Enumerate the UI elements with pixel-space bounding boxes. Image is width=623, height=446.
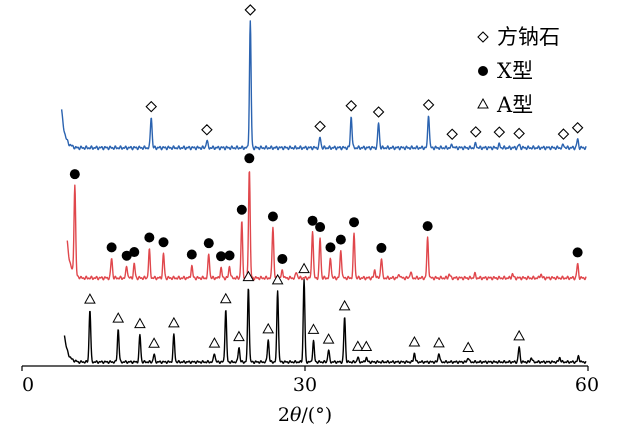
triangle-marker-17 — [408, 336, 421, 347]
diamond-marker-9 — [493, 126, 506, 138]
markers-layer — [69, 4, 584, 353]
dot-marker-9 — [224, 250, 235, 261]
dot-marker-18 — [349, 217, 360, 228]
x-axis-label: 2θ/(°) — [278, 404, 332, 426]
dot-marker-8 — [216, 251, 227, 262]
diamond-marker-2 — [244, 4, 257, 16]
legend-entry-a-type: A型 — [477, 93, 533, 117]
legend-triangle-icon — [477, 97, 489, 109]
diamond-marker-8 — [469, 126, 482, 138]
x-tick-label-0: 0 — [22, 374, 34, 396]
traces-layer — [60, 20, 587, 365]
diamond-marker-1 — [201, 124, 213, 136]
triangle-marker-12 — [307, 323, 320, 334]
dot-marker-0 — [69, 169, 80, 180]
triangle-marker-1 — [112, 312, 125, 323]
triangle-marker-20 — [513, 329, 525, 341]
triangle-marker-0 — [84, 293, 96, 304]
dot-marker-17 — [335, 234, 346, 245]
triangle-marker-11 — [298, 262, 310, 274]
x-axis: 0 30 60 2θ/(°) — [21, 365, 599, 426]
legend-label-x-type: X型 — [497, 59, 533, 83]
diamond-marker-10 — [513, 127, 525, 140]
series-line-diamond — [60, 20, 587, 151]
triangle-marker-15 — [351, 340, 364, 351]
triangle-marker-14 — [338, 299, 351, 311]
triangle-marker-16 — [360, 340, 373, 352]
diamond-marker-12 — [571, 122, 584, 134]
triangle-marker-19 — [462, 341, 475, 353]
triangle-marker-6 — [219, 292, 232, 304]
diamond-marker-5 — [372, 106, 385, 118]
triangle-marker-3 — [148, 337, 160, 348]
dot-marker-16 — [325, 242, 336, 253]
legend-label-sodalite: 方钠石 — [497, 25, 560, 49]
triangle-marker-18 — [433, 336, 445, 348]
series-line-dot — [66, 171, 587, 281]
diamond-marker-7 — [446, 128, 458, 141]
dot-marker-10 — [236, 204, 247, 215]
diamond-marker-11 — [557, 128, 570, 140]
dot-marker-19 — [376, 242, 387, 253]
legend-entry-x-type: X型 — [478, 59, 533, 83]
triangle-marker-9 — [262, 322, 275, 334]
dot-marker-14 — [307, 215, 318, 226]
dot-marker-2 — [121, 250, 132, 261]
triangle-marker-2 — [134, 317, 146, 329]
x-tick-label-60: 60 — [575, 374, 599, 396]
dot-marker-15 — [315, 222, 326, 233]
triangle-marker-10 — [271, 273, 284, 285]
diamond-marker-4 — [345, 100, 358, 112]
triangle-marker-7 — [233, 330, 245, 342]
legend-entry-sodalite: 方钠石 — [477, 25, 560, 49]
dot-marker-11 — [244, 153, 255, 164]
series-line-triangle — [63, 278, 587, 365]
triangle-marker-5 — [208, 337, 221, 348]
triangle-marker-8 — [242, 270, 255, 282]
legend-dot-icon — [478, 66, 488, 76]
dot-marker-21 — [572, 247, 583, 258]
x-tick-label-30: 30 — [293, 374, 317, 396]
dot-marker-4 — [144, 232, 155, 243]
dot-marker-20 — [422, 221, 433, 232]
diamond-marker-6 — [422, 99, 435, 111]
dot-marker-13 — [277, 253, 288, 264]
dot-marker-7 — [203, 238, 214, 249]
legend-diamond-icon — [477, 31, 489, 43]
diamond-marker-3 — [314, 120, 326, 133]
legend-label-a-type: A型 — [496, 93, 533, 117]
dot-marker-12 — [267, 211, 278, 222]
diamond-marker-0 — [145, 100, 158, 113]
triangle-marker-13 — [322, 333, 335, 344]
dot-marker-6 — [186, 249, 197, 260]
triangle-marker-4 — [168, 316, 180, 328]
dot-marker-1 — [106, 242, 117, 253]
dot-marker-5 — [158, 237, 169, 248]
dot-marker-3 — [129, 247, 140, 258]
legend: 方钠石 X型 A型 — [477, 25, 560, 117]
